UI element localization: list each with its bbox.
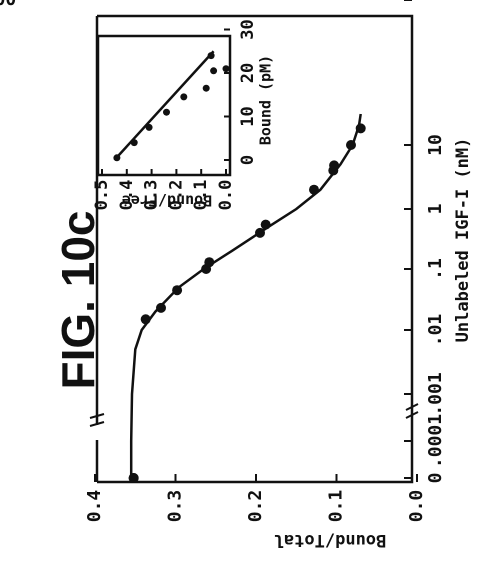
figure-title: FIG. 10c — [52, 211, 104, 390]
inset-data-point — [130, 139, 138, 147]
inset-data-point — [180, 93, 188, 101]
main-data-point — [329, 160, 340, 171]
main-data-point — [172, 285, 183, 296]
inset-data-point — [163, 108, 170, 116]
inset-y-axis-label: Bound/Free — [122, 192, 212, 210]
inset-x-tick-label: 10 — [238, 106, 258, 126]
inset-y-tick-label: 0.4 — [117, 180, 137, 211]
main-data-point — [355, 123, 366, 134]
inset-fit-line — [113, 50, 215, 161]
main-plot-border — [97, 14, 414, 484]
main-y-tick-label: 0.1 — [326, 490, 347, 523]
main-data-point — [140, 314, 151, 325]
inset-y-tick-label: 0.3 — [142, 180, 162, 211]
inset-data-point — [145, 123, 153, 131]
main-x-tick-label: 10 — [425, 134, 446, 156]
main-x-tick-label: .0001 — [425, 414, 446, 468]
inset-data-point — [113, 154, 121, 162]
main-data-point — [128, 473, 139, 483]
main-x-tick-label: .1 — [425, 258, 446, 280]
main-fit-curve-path — [129, 113, 362, 478]
main-plot-frame — [89, 14, 419, 484]
inset-y-tick-label: 0.0 — [216, 180, 236, 211]
main-y-tick-label: 0.0 — [406, 490, 427, 523]
inset-data-point — [207, 52, 215, 60]
main-x-tick-label: 1 — [425, 204, 446, 215]
main-data-point — [156, 302, 166, 313]
inset-x-tick-label: 0 — [238, 155, 258, 165]
inset-data-points — [113, 52, 230, 162]
main-value-axis-break — [89, 413, 105, 427]
inset-y-tick-label: 0.1 — [191, 180, 211, 211]
inset-data-point — [210, 67, 218, 75]
main-y-ticks: 0.0 0.1 0.2 0.3 0.4 — [84, 474, 427, 522]
main-data-point — [260, 219, 271, 230]
main-x-tick-label: 100 — [0, 0, 16, 10]
inset-x-tick-label: 30 — [238, 19, 258, 39]
main-y-tick-label: 0.2 — [245, 490, 266, 523]
inset-fit-line-path — [113, 50, 215, 161]
inset-data-point — [202, 84, 210, 92]
main-y-tick-label: 0.4 — [84, 490, 105, 523]
main-x-ticks: 0.0001.001.01.1110100 — [0, 0, 446, 483]
main-x-axis-label: Unlabeled IGF-I (nM) — [453, 138, 473, 343]
main-data-point — [309, 184, 319, 195]
main-x-tick-label: .001 — [425, 372, 446, 415]
main-data-point — [255, 227, 265, 238]
inset-y-tick-label: 0.2 — [166, 180, 186, 211]
main-x-axis-break — [405, 403, 419, 419]
inset-x-axis-label: Bound (pM) — [257, 55, 275, 145]
main-data-points — [128, 123, 366, 483]
main-y-tick-label: 0.3 — [165, 490, 186, 523]
main-data-point — [346, 140, 356, 150]
inset-plot-frame — [96, 34, 232, 177]
main-fit-curve — [129, 113, 362, 478]
inset-y-tick-label: 0.5 — [92, 180, 112, 211]
main-x-tick-label: .01 — [425, 314, 446, 347]
inset-x-ticks: 0 10 20 30 — [224, 19, 258, 165]
inset-plot-border — [96, 34, 232, 177]
main-y-axis-label: Bound/Total — [274, 530, 387, 550]
inset-data-point — [222, 65, 230, 73]
inset-y-ticks: 0.00.10.20.30.40.5 — [92, 169, 236, 210]
main-x-tick-label: 0 — [425, 473, 446, 484]
main-data-point — [204, 257, 215, 268]
inset-x-tick-label: 20 — [238, 63, 258, 83]
